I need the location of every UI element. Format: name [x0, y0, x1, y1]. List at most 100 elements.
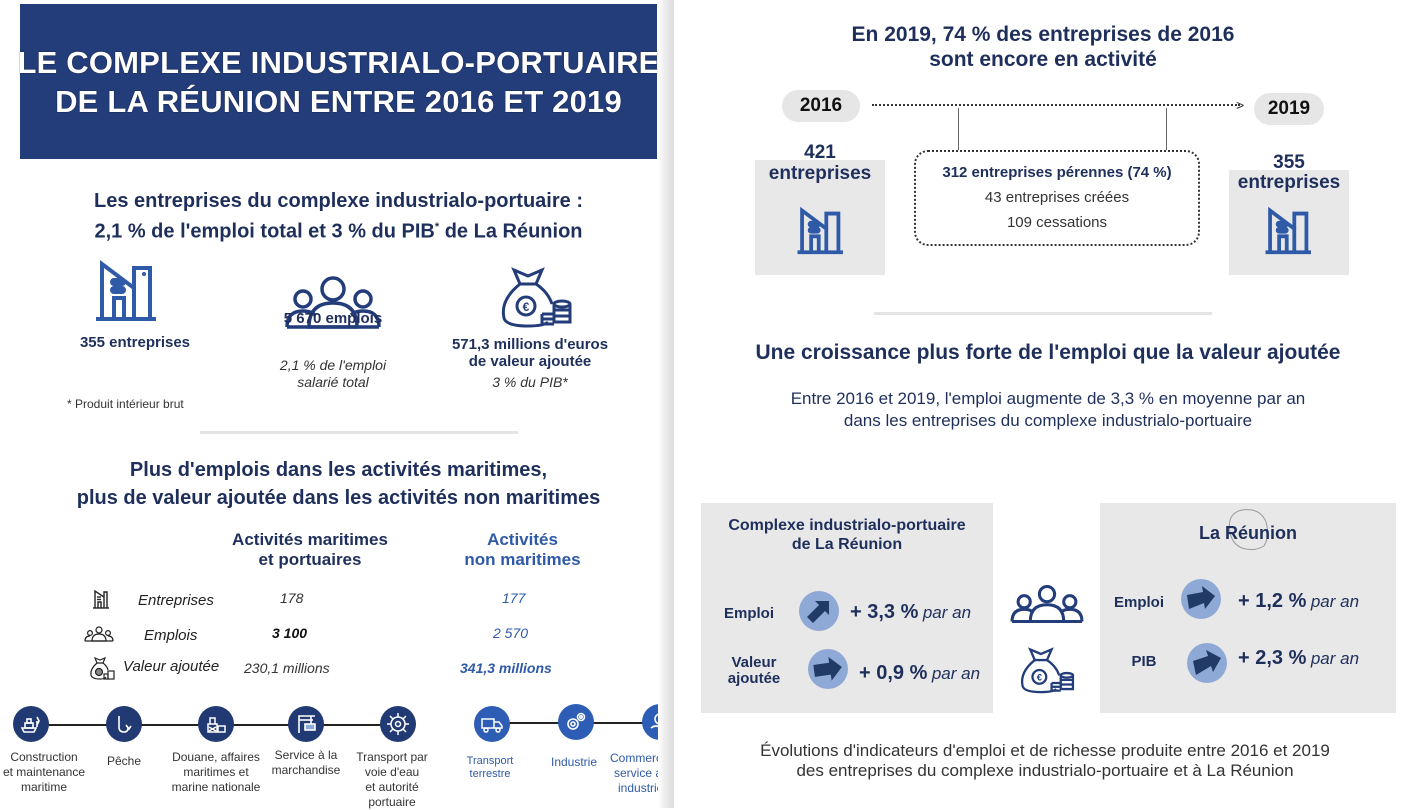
divider: [200, 431, 518, 434]
reunion-emploi-label: Emploi: [1113, 594, 1164, 611]
ship-wheel-icon: [380, 706, 416, 742]
col-header-non-maritime: Activités non maritimes: [440, 530, 605, 570]
sector-line: portuaire: [368, 795, 416, 809]
growth-text: Entre 2016 et 2019, l'emploi augmente de…: [674, 388, 1422, 432]
row-label-entreprises: Entreprises: [138, 592, 214, 609]
row-label-valeur-ajoutee: Valeur ajoutée: [123, 658, 220, 675]
caption-line1: Évolutions d'indicateurs d'emploi et de …: [760, 741, 1330, 760]
sector-line: marine nationale: [171, 780, 261, 794]
reunion-box-title: La Réunion: [1199, 523, 1297, 543]
sector-line: industries: [618, 781, 670, 795]
sector-line: Douane, affaires: [172, 750, 260, 764]
sector-peche: Pêche: [94, 754, 154, 769]
row-non-maritime-valeur-ajoutee: 341,3 millions: [460, 660, 552, 676]
truck-icon: [474, 706, 510, 742]
col-header-maritime-line1: Activités maritimes: [232, 530, 388, 549]
stat-va-line1: 571,3 millions d'euros: [451, 336, 609, 353]
cip-va-label: Valeur ajoutée: [714, 655, 794, 687]
crane-icon: [288, 706, 324, 742]
cip-va-label-line1: Valeur: [731, 654, 777, 671]
cip-box: [701, 503, 993, 713]
growth-text-line2: dans les entreprises du complexe industr…: [843, 411, 1253, 430]
stat-jobs-value: 5 670 emplois: [283, 310, 383, 327]
title-banner: LE COMPLEXE INDUSTRIALO-PORTUAIRE DE LA …: [17, 4, 660, 159]
kpi-number: + 0,9 %: [859, 662, 928, 684]
right-up-arrow-icon: [1187, 643, 1227, 683]
col-header-maritime: Activités maritimes et portuaires: [210, 530, 410, 570]
section2-heading-line2: plus de valeur ajoutée dans les activité…: [76, 487, 601, 509]
left-page: LE COMPLEXE INDUSTRIALO-PORTUAIRE DE LA …: [0, 0, 678, 810]
reunion-box: [1100, 503, 1396, 713]
survival-heading: En 2019, 74 % des entreprises de 2016 so…: [674, 22, 1422, 72]
stat-jobs-sub-line1: 2,1 % de l'emploi: [279, 357, 387, 373]
stat-va-sub: 3 % du PIB*: [492, 374, 568, 390]
gears-icon: [558, 704, 594, 740]
sector-industrie: Industrie: [542, 755, 606, 770]
connector-line: [1166, 108, 1167, 150]
year-2016-pill: 2016: [782, 90, 860, 122]
ship-repair-icon: [13, 706, 49, 742]
sector-line: Commerce: [610, 751, 669, 765]
cip-va-value: + 0,9 % par an: [859, 662, 980, 685]
kpi-unit: par an: [931, 664, 981, 683]
money-bag-icon: €: [498, 266, 574, 333]
sector-line: et autorité: [365, 780, 419, 794]
footnote-marker: *: [434, 221, 440, 233]
divider: [874, 312, 1212, 315]
timeline-arrow: [872, 104, 1240, 106]
sector-line: maritimes et: [183, 765, 249, 779]
sector-line: et maintenance: [2, 765, 86, 779]
right-up-arrow-icon: [1181, 579, 1221, 619]
year-2019-pill: 2019: [1254, 93, 1324, 125]
kpi-unit: par an: [1310, 592, 1360, 611]
sector-line: marchandise: [271, 763, 341, 777]
survival-heading-line2: sont encore en activité: [929, 48, 1157, 71]
svg-text:€: €: [523, 300, 530, 314]
row-maritime-valeur-ajoutee: 230,1 millions: [244, 660, 330, 676]
section1-heading-line2: 2,1 % de l'emploi total et 3 % du PIB* d…: [20, 214, 657, 245]
perennial-box: [914, 150, 1200, 246]
sector-commerce: Commerce service au industries: [610, 751, 674, 796]
sector-line: Service à la: [274, 748, 338, 762]
cip-emploi-value: + 3,3 % par an: [850, 601, 971, 624]
count-2016: 421 entreprises: [745, 142, 895, 184]
section2-heading-line1: Plus d'emplois dans les activités mariti…: [129, 459, 548, 481]
cip-box-title: Complexe industrialo-portuaire de La Réu…: [701, 516, 993, 554]
building-icon: [92, 589, 110, 614]
sector-transport-eau: Transport par voie d'eau et autorité por…: [346, 750, 438, 810]
stat-jobs-sub: 2,1 % de l'emploi salarié total: [258, 357, 408, 391]
money-bag-icon: €: [1018, 645, 1076, 700]
box-2016: [755, 160, 885, 275]
page-gutter: [658, 0, 674, 808]
building-icon: [94, 258, 160, 329]
kpi-unit: par an: [1310, 649, 1360, 668]
sector-construction: Construction et maintenance maritime: [0, 750, 88, 795]
count-2019-unit: entreprises: [1237, 172, 1341, 193]
count-2019: 355 entreprises: [1214, 153, 1364, 193]
money-bag-icon: [89, 656, 115, 685]
people-icon: [1010, 585, 1084, 628]
title-line-1: LE COMPLEXE INDUSTRIALO-PORTUAIRE: [17, 44, 660, 80]
section1-heading-line1: Les entreprises du complexe industrialo-…: [93, 190, 583, 212]
stat-va-line2: de valeur ajoutée: [468, 353, 592, 370]
figure-caption: Évolutions d'indicateurs d'emploi et de …: [674, 741, 1422, 781]
sector-line: Transport: [466, 755, 514, 767]
growth-text-line1: Entre 2016 et 2019, l'emploi augmente de…: [790, 389, 1306, 408]
reunion-emploi-value: + 1,2 % par an: [1238, 590, 1359, 613]
building-icon: [796, 205, 846, 262]
row-label-emplois: Emplois: [144, 627, 198, 644]
count-2016-value: 421: [804, 142, 836, 163]
heading-part: de La Réunion: [439, 220, 583, 243]
cip-title-line2: de La Réunion: [791, 536, 903, 553]
perennial-count: 312 entreprises pérennes (74 %): [942, 164, 1172, 181]
survival-heading-line1: En 2019, 74 % des entreprises de 2016: [851, 23, 1235, 46]
sector-line: Pêche: [106, 754, 142, 768]
row-non-maritime-emplois: 2 570: [493, 625, 529, 641]
sector-line: maritime: [20, 780, 67, 794]
reunion-pib-label: PIB: [1131, 653, 1157, 670]
count-2019-value: 355: [1273, 152, 1305, 173]
reunion-pib-value: + 2,3 % par an: [1238, 647, 1359, 670]
ceased-count: 109 cessations: [1006, 214, 1108, 231]
stat-enterprises: 355 entreprises: [79, 334, 191, 351]
created-count: 43 entreprises créées: [984, 189, 1130, 206]
